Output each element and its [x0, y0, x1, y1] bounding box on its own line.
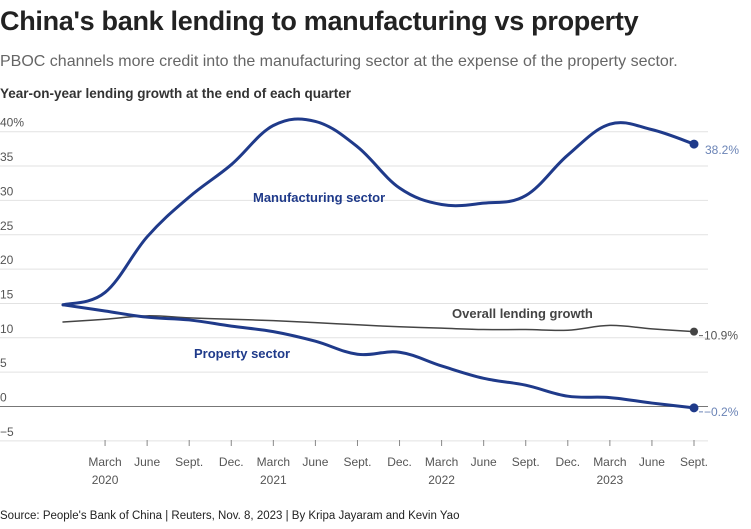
series-label-property: Property sector [194, 346, 290, 361]
chart-title: China's bank lending to manufacturing vs… [0, 6, 639, 36]
x-tick-label: Sept. [343, 455, 371, 469]
y-tick-label: 20 [0, 253, 14, 267]
x-tick-label: Dec. [555, 455, 580, 469]
x-tick-label: March [88, 455, 121, 469]
y-tick-label: 0 [0, 391, 7, 405]
x-tick-year-label: 2020 [92, 473, 119, 487]
series-line-manufacturing [61, 117, 696, 307]
x-tick-label: Dec. [219, 455, 244, 469]
end-label-property: −0.2% [704, 405, 739, 419]
end-label-overall: 10.9% [704, 329, 738, 343]
chart-subtitle: PBOC channels more credit into the manuf… [0, 53, 678, 70]
y-tick-label: 5 [0, 356, 7, 370]
series-line-overall [62, 315, 695, 333]
source-note: Source: People's Bank of China | Reuters… [0, 510, 460, 522]
x-tick-label: June [302, 455, 328, 469]
series-line-property [61, 303, 696, 410]
x-tick-label: March [593, 455, 626, 469]
x-tick-label: March [257, 455, 290, 469]
x-tick-label: Dec. [387, 455, 412, 469]
x-tick-label: Sept. [680, 455, 708, 469]
x-tick-label: June [134, 455, 160, 469]
end-point-property [689, 403, 699, 413]
y-tick-label: −5 [0, 425, 14, 439]
end-point-manufacturing [689, 139, 699, 149]
end-label-manufacturing: 38.2% [705, 143, 739, 157]
x-tick-year-label: 2021 [260, 473, 287, 487]
y-tick-label: 30 [0, 184, 14, 198]
x-tick-year-label: 2022 [428, 473, 455, 487]
x-tick-label: Sept. [175, 455, 203, 469]
annotation-layer: Manufacturing sector Overall lending gro… [194, 143, 739, 419]
y-axis-label: Year-on-year lending growth at the end o… [0, 86, 352, 101]
x-tick-label: Sept. [512, 455, 540, 469]
end-point-overall [690, 327, 698, 336]
y-tick-label: 40% [0, 116, 24, 130]
x-tick-label: June [471, 455, 497, 469]
y-tick-label: 10 [0, 322, 14, 336]
x-tick-layer: March 2020 June Sept. Dec. March 2021 June Sept.… [88, 440, 708, 487]
y-tick-label: 25 [0, 219, 14, 233]
y-tick-label: 15 [0, 287, 14, 301]
series-label-manufacturing: Manufacturing sector [253, 190, 385, 205]
series-lines-layer [61, 117, 703, 413]
y-tick-layer: −5 0 5 10 15 20 25 30 35 40% [0, 116, 24, 439]
series-label-overall: Overall lending growth [452, 306, 593, 321]
y-tick-label: 35 [0, 150, 14, 164]
x-tick-label: June [639, 455, 665, 469]
x-tick-label: March [425, 455, 458, 469]
x-tick-year-label: 2023 [597, 473, 624, 487]
grid-layer [0, 131, 708, 442]
